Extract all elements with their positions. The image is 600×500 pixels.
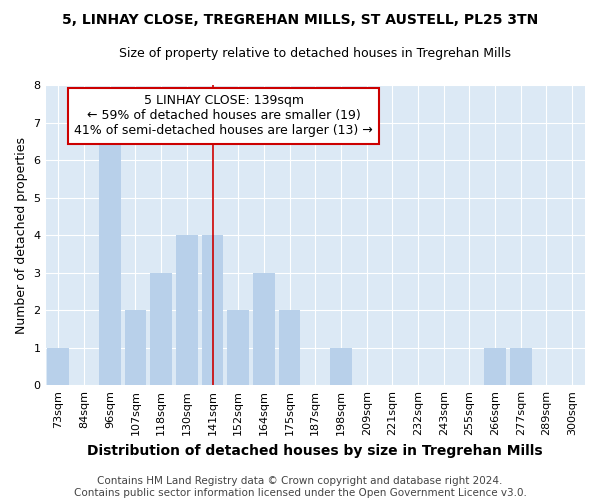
Text: Contains HM Land Registry data © Crown copyright and database right 2024.
Contai: Contains HM Land Registry data © Crown c… xyxy=(74,476,526,498)
Bar xyxy=(125,310,146,385)
Bar xyxy=(99,123,121,385)
Bar xyxy=(150,272,172,385)
Bar xyxy=(330,348,352,385)
Bar xyxy=(510,348,532,385)
Bar xyxy=(176,235,198,385)
Bar xyxy=(202,235,223,385)
Bar xyxy=(47,348,70,385)
X-axis label: Distribution of detached houses by size in Tregrehan Mills: Distribution of detached houses by size … xyxy=(88,444,543,458)
Text: 5, LINHAY CLOSE, TREGREHAN MILLS, ST AUSTELL, PL25 3TN: 5, LINHAY CLOSE, TREGREHAN MILLS, ST AUS… xyxy=(62,12,538,26)
Title: Size of property relative to detached houses in Tregrehan Mills: Size of property relative to detached ho… xyxy=(119,48,511,60)
Bar xyxy=(484,348,506,385)
Bar xyxy=(278,310,301,385)
Bar xyxy=(253,272,275,385)
Y-axis label: Number of detached properties: Number of detached properties xyxy=(15,136,28,334)
Text: 5 LINHAY CLOSE: 139sqm
← 59% of detached houses are smaller (19)
41% of semi-det: 5 LINHAY CLOSE: 139sqm ← 59% of detached… xyxy=(74,94,373,138)
Bar xyxy=(227,310,249,385)
